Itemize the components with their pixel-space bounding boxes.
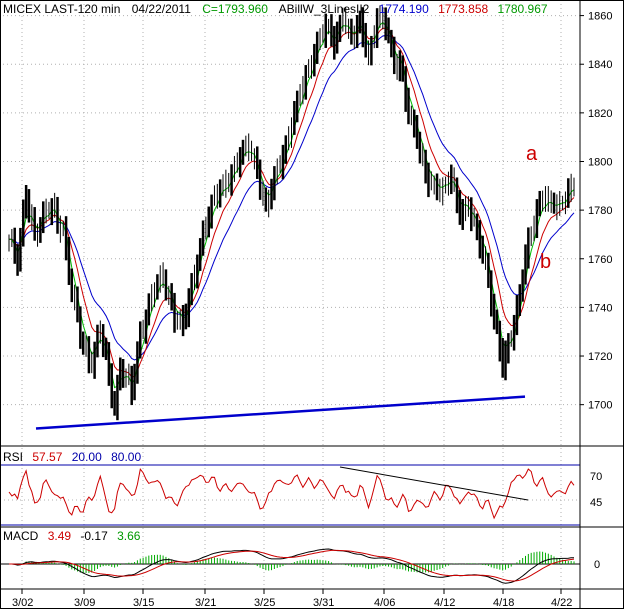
y-tick-label: 1820 bbox=[588, 108, 612, 120]
rsi-upper: 80.00 bbox=[111, 450, 141, 464]
rsi-divergence-line bbox=[339, 466, 529, 501]
rsi-lower: 20.00 bbox=[72, 450, 102, 464]
x-tick-label: 3/15 bbox=[133, 597, 154, 609]
annotation-b: b bbox=[540, 251, 551, 273]
header-symbol: MICEX LAST-120 min bbox=[3, 2, 120, 16]
rsi-tick-45: 45 bbox=[590, 497, 602, 509]
x-tick-label: 3/25 bbox=[254, 597, 275, 609]
y-tick-label: 1720 bbox=[588, 351, 612, 363]
header-ind-blue: 1774.190 bbox=[379, 2, 429, 16]
y-tick-label: 1740 bbox=[588, 302, 612, 314]
green-line-series bbox=[8, 21, 575, 389]
rsi-legend: RSI 57.57 20.00 80.00 bbox=[3, 450, 141, 464]
macd-v1: 3.49 bbox=[48, 529, 72, 543]
macd-legend: MACD 3.49 -0.17 3.66 bbox=[3, 529, 141, 543]
header-line: MICEX LAST-120 min 04/22/2011 C=1793.960… bbox=[3, 2, 548, 16]
header-date: 04/22/2011 bbox=[132, 2, 191, 16]
macd-label: MACD bbox=[3, 529, 39, 543]
x-tick-label: 3/09 bbox=[74, 597, 95, 609]
macd-v2: -0.17 bbox=[80, 529, 108, 543]
x-tick-label: 4/18 bbox=[493, 597, 514, 609]
header-ind-red: 1773.858 bbox=[438, 2, 488, 16]
macd-signal-line bbox=[9, 549, 575, 582]
macd-v3: 3.66 bbox=[117, 529, 141, 543]
y-tick-label: 1860 bbox=[588, 11, 612, 23]
x-tick-label: 3/31 bbox=[313, 597, 334, 609]
x-tick-label: 4/06 bbox=[374, 597, 395, 609]
trend-line bbox=[35, 395, 526, 430]
x-tick-label: 3/02 bbox=[12, 597, 33, 609]
y-tick-label: 1780 bbox=[588, 205, 612, 217]
macd-tick-0: 0 bbox=[594, 559, 600, 571]
rsi-tick-70: 70 bbox=[590, 471, 602, 483]
macd-line bbox=[9, 548, 575, 584]
y-tick-label: 1760 bbox=[588, 254, 612, 266]
x-tick-label: 4/12 bbox=[434, 597, 455, 609]
header-ind-green: 1780.967 bbox=[498, 2, 548, 16]
header-indicator-name: ABillW_3LinesII2 bbox=[279, 2, 370, 16]
rsi-label: RSI bbox=[3, 450, 23, 464]
x-tick-label: 3/21 bbox=[195, 597, 216, 609]
blue-line-series bbox=[8, 34, 575, 361]
rsi-value: 57.57 bbox=[32, 450, 62, 464]
header-close: C=1793.960 bbox=[202, 2, 268, 16]
x-tick-label: 4/22 bbox=[551, 597, 572, 609]
y-tick-label: 1800 bbox=[588, 156, 612, 168]
rsi-line bbox=[8, 468, 575, 520]
y-tick-label: 1700 bbox=[588, 400, 612, 412]
red-line-series bbox=[8, 27, 575, 378]
y-tick-label: 1840 bbox=[588, 59, 612, 71]
annotation-a: a bbox=[526, 143, 538, 165]
